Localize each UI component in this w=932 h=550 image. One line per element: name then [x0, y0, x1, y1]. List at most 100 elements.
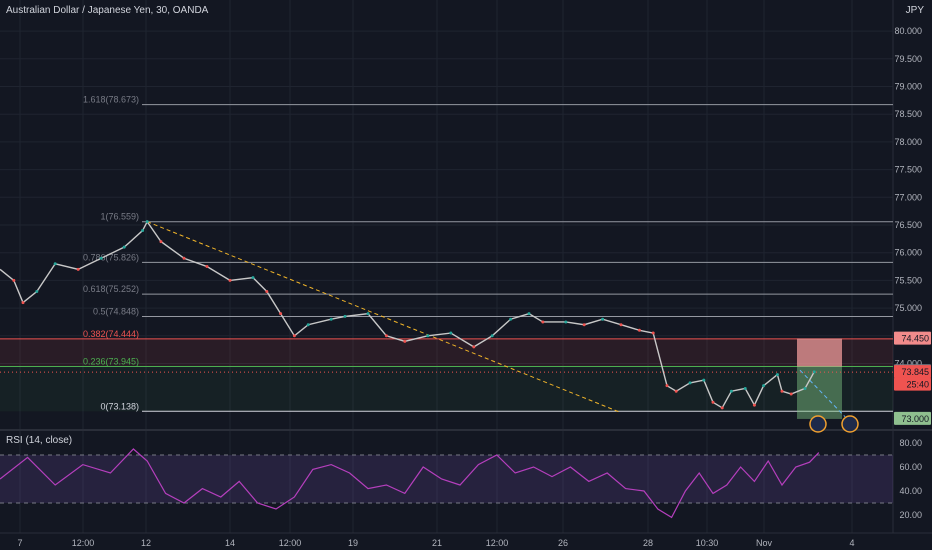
price-point — [674, 389, 678, 393]
price-point — [775, 373, 779, 377]
price-axis-tick: 78.500 — [894, 109, 922, 119]
price-point — [803, 386, 807, 390]
price-axis-tick: 75.000 — [894, 303, 922, 313]
price-point — [21, 301, 25, 305]
price-point — [35, 289, 39, 293]
price-point — [711, 400, 715, 404]
price-point — [251, 276, 255, 280]
price-point — [265, 289, 269, 293]
price-axis-tick: 75.500 — [894, 275, 922, 285]
price-point — [53, 262, 57, 266]
price-axis-tick: 76.000 — [894, 248, 922, 258]
time-axis-tick: 21 — [432, 538, 442, 548]
price-axis-label — [894, 411, 931, 425]
price-axis-label-text: 74.450 — [901, 334, 929, 344]
fib-level-label: 0.236(73.945) — [83, 357, 139, 367]
price-axis-label-text: 73.845 — [901, 367, 929, 377]
fib-level-label: 1.618(78.673) — [83, 95, 139, 105]
price-point — [228, 278, 232, 282]
projection-arrow — [799, 369, 846, 418]
trendline — [147, 221, 621, 413]
price-axis-label-text: 73.000 — [901, 414, 929, 424]
price-point — [141, 229, 145, 233]
price-point — [702, 378, 706, 382]
price-point — [145, 220, 149, 224]
event-flag-icon — [809, 415, 827, 433]
price-point — [564, 320, 568, 324]
event-flag-icon — [841, 415, 859, 433]
price-line — [0, 220, 815, 409]
fib-level-label: 0.5(74.848) — [93, 307, 139, 317]
price-point — [403, 339, 407, 343]
price-axis-tick: 79.000 — [894, 81, 922, 91]
rsi-axis-tick: 40.00 — [899, 486, 922, 496]
fib-zone-red — [0, 338, 893, 367]
price-point — [122, 245, 126, 249]
price-point — [812, 370, 816, 374]
price-point — [182, 256, 186, 260]
price-point — [601, 317, 605, 321]
time-axis-tick: 26 — [558, 538, 568, 548]
price-axis-tick: 77.500 — [894, 165, 922, 175]
rsi-band — [0, 455, 893, 503]
price-axis-tick: 78.000 — [894, 137, 922, 147]
price-axis-tick: 74.000 — [894, 359, 922, 369]
fib-level-label: 0.382(74.444) — [83, 329, 139, 339]
time-axis-tick: 12:00 — [486, 538, 509, 548]
price-point — [651, 331, 655, 335]
price-point — [752, 403, 756, 407]
time-axis-tick: 28 — [643, 538, 653, 548]
price-point — [490, 334, 494, 338]
take-profit-zone — [797, 366, 842, 419]
price-point — [472, 345, 476, 349]
price-axis-label — [894, 365, 931, 379]
price-axis-tick: 79.500 — [894, 54, 922, 64]
price-axis-tick: 77.000 — [894, 192, 922, 202]
price-point — [743, 386, 747, 390]
price-point — [729, 389, 733, 393]
rsi-axis-tick: 80.00 — [899, 438, 922, 448]
time-axis-tick: Nov — [756, 538, 773, 548]
time-axis-tick: 14 — [225, 538, 235, 548]
price-point — [12, 278, 16, 282]
price-point — [582, 323, 586, 327]
price-point — [366, 312, 370, 316]
stop-loss-zone — [797, 338, 842, 367]
rsi-title: RSI (14, close) — [6, 435, 73, 446]
time-axis-tick: 10:30 — [696, 538, 719, 548]
time-axis-tick: 19 — [348, 538, 358, 548]
price-point — [509, 317, 513, 321]
price-point — [384, 334, 388, 338]
price-point — [343, 314, 347, 318]
currency-label: JPY — [905, 5, 924, 16]
rsi-axis-tick: 20.00 — [899, 510, 922, 520]
price-point — [205, 265, 209, 269]
rsi-line — [0, 448, 820, 519]
price-point — [292, 334, 296, 338]
price-axis-label-text: 25:40 — [906, 380, 929, 390]
price-point — [306, 323, 310, 327]
rsi-axis-tick: 60.00 — [899, 462, 922, 472]
time-axis-tick: 12:00 — [279, 538, 302, 548]
price-axis-tick: 80.000 — [894, 26, 922, 36]
fib-level-label: 0.786(75.826) — [83, 252, 139, 262]
price-point — [619, 323, 623, 327]
price-point — [99, 256, 103, 260]
price-point — [637, 328, 641, 332]
price-point — [76, 267, 80, 271]
price-point — [426, 334, 430, 338]
price-point — [527, 312, 531, 316]
time-axis-tick: 7 — [17, 538, 22, 548]
price-point — [780, 389, 784, 393]
price-point — [159, 240, 163, 244]
time-axis-tick: 4 — [849, 538, 854, 548]
price-point — [762, 384, 766, 388]
price-axis-label — [894, 331, 931, 345]
fib-level-label: 0.618(75.252) — [83, 284, 139, 294]
price-point — [720, 406, 724, 410]
fib-level-label: 1(76.559) — [100, 212, 139, 222]
price-point — [688, 381, 692, 385]
time-axis-tick: 12:00 — [72, 538, 95, 548]
